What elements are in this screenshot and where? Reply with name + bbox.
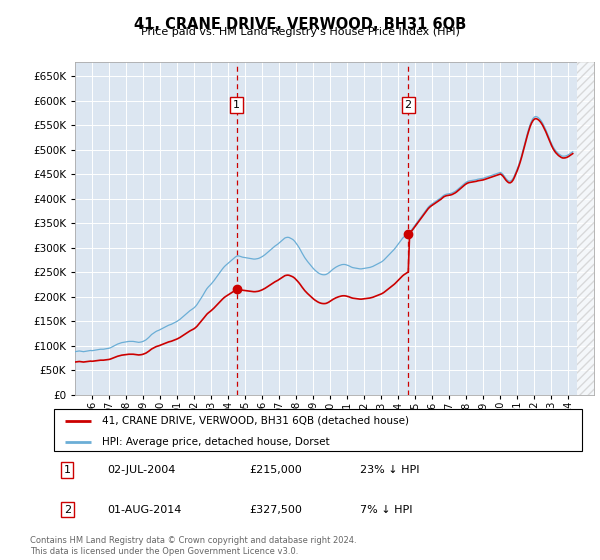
Text: Contains HM Land Registry data © Crown copyright and database right 2024.
This d: Contains HM Land Registry data © Crown c… — [30, 536, 356, 556]
Text: 01-AUG-2014: 01-AUG-2014 — [107, 505, 181, 515]
Text: 02-JUL-2004: 02-JUL-2004 — [107, 465, 175, 475]
Text: £215,000: £215,000 — [250, 465, 302, 475]
Text: 1: 1 — [233, 100, 240, 110]
Text: HPI: Average price, detached house, Dorset: HPI: Average price, detached house, Dors… — [101, 437, 329, 446]
Text: 1: 1 — [64, 465, 71, 475]
Text: 41, CRANE DRIVE, VERWOOD, BH31 6QB: 41, CRANE DRIVE, VERWOOD, BH31 6QB — [134, 17, 466, 32]
Text: 41, CRANE DRIVE, VERWOOD, BH31 6QB (detached house): 41, CRANE DRIVE, VERWOOD, BH31 6QB (deta… — [101, 416, 409, 426]
Text: £327,500: £327,500 — [250, 505, 302, 515]
Text: 7% ↓ HPI: 7% ↓ HPI — [360, 505, 413, 515]
Text: 23% ↓ HPI: 23% ↓ HPI — [360, 465, 420, 475]
Text: Price paid vs. HM Land Registry's House Price Index (HPI): Price paid vs. HM Land Registry's House … — [140, 27, 460, 37]
Text: 2: 2 — [64, 505, 71, 515]
Text: 2: 2 — [404, 100, 412, 110]
